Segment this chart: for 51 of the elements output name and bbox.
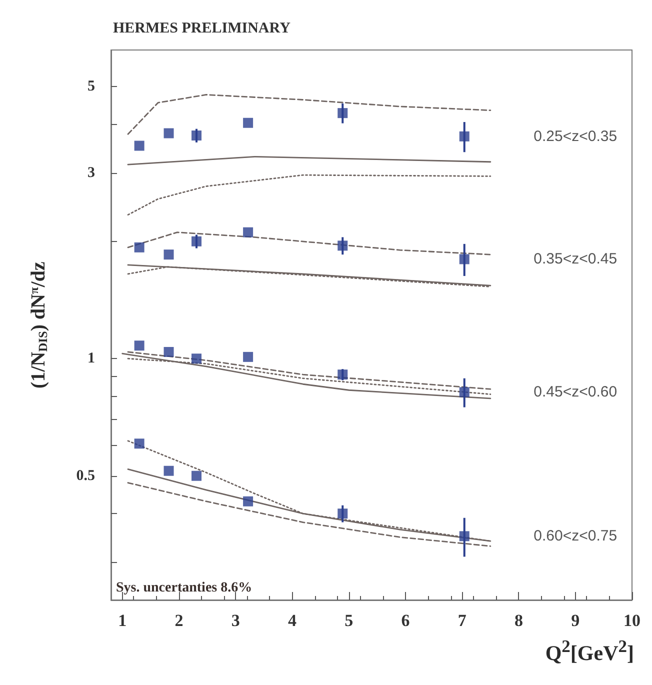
point — [164, 346, 174, 357]
point — [164, 466, 174, 476]
annotation: 0.45<z<0.60 — [534, 384, 618, 401]
point — [134, 242, 144, 252]
point — [459, 131, 470, 142]
point — [192, 236, 202, 246]
point — [243, 227, 254, 238]
point — [134, 140, 144, 151]
x-tick-label: 1 — [118, 611, 127, 630]
y-axis-title: (1/NDIS) dNπ/dz — [27, 261, 50, 388]
annotation: 0.25<z<0.35 — [534, 128, 618, 145]
x-tick-label: 5 — [344, 611, 354, 630]
annotation: Sys. uncertanties 8.6% — [116, 580, 252, 596]
y-tick-label: 0.5 — [76, 468, 95, 484]
point — [338, 370, 348, 380]
point — [134, 438, 144, 449]
point — [338, 508, 348, 519]
point — [192, 470, 202, 481]
y-tick-label: 5 — [88, 78, 95, 94]
chart-title: HERMES PRELIMINARY — [113, 20, 291, 36]
x-tick-label: 9 — [571, 611, 580, 630]
x-tick-label: 3 — [231, 611, 240, 630]
line-series — [127, 174, 492, 216]
annotation: 0.60<z<0.75 — [534, 528, 618, 545]
y-tick-label: 3 — [88, 164, 95, 181]
point — [338, 108, 348, 118]
annotation: 0.35<z<0.45 — [534, 250, 618, 268]
x-tick-label: 6 — [401, 611, 410, 630]
point — [164, 250, 174, 260]
x-tick-label: 7 — [458, 611, 467, 630]
point — [243, 352, 254, 362]
point — [192, 130, 202, 140]
point — [459, 531, 470, 542]
point — [243, 118, 254, 128]
x-tick-label: 2 — [174, 611, 184, 630]
point — [338, 240, 348, 251]
point — [459, 387, 470, 398]
x-tick-label: 10 — [624, 611, 640, 630]
x-tick-label: 8 — [514, 611, 523, 630]
x-axis-title: Q$^{2}$[GeV$^{2}$] — [545, 636, 634, 666]
y-tick-label: 1 — [88, 350, 95, 367]
point — [134, 340, 144, 351]
x-tick-label: 4 — [288, 611, 297, 630]
point — [192, 354, 202, 364]
line-series — [127, 482, 492, 547]
line-series — [127, 232, 492, 256]
point — [243, 496, 254, 506]
point — [459, 254, 470, 264]
point — [164, 128, 174, 138]
line-series — [122, 352, 492, 400]
line-series — [127, 94, 492, 135]
